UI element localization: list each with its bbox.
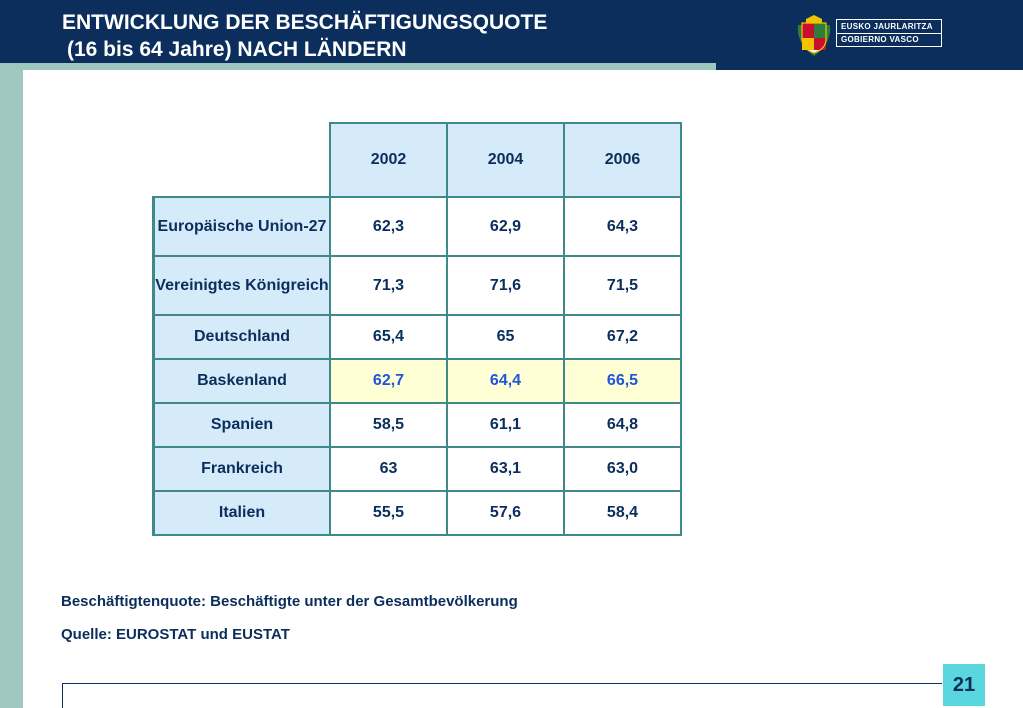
table-cell: 71,6: [446, 255, 565, 316]
country-label: Vereinigtes Königreich: [152, 255, 331, 316]
table-cell: 62,7: [329, 358, 448, 404]
table-cell: 63: [329, 446, 448, 492]
table-cell: 62,9: [446, 196, 565, 257]
logo-text-box: EUSKO JAURLARITZA GOBIERNO VASCO: [836, 19, 942, 47]
table-row: Frankreich 63 63,1 63,0: [152, 446, 682, 492]
table-row: Italien 55,5 57,6 58,4: [152, 490, 682, 536]
table-cell: 62,3: [329, 196, 448, 257]
table-cell: 65: [446, 314, 565, 360]
page-title: ENTWICKLUNG DER BESCHÄFTIGUNGSQUOTE (16 …: [62, 9, 547, 63]
table-cell: 55,5: [329, 490, 448, 536]
table-row: Vereinigtes Königreich 71,3 71,6 71,5: [152, 255, 682, 316]
year-header: 2004: [446, 122, 565, 198]
table-row: Deutschland 65,4 65 67,2: [152, 314, 682, 360]
table-row: Spanien 58,5 61,1 64,8: [152, 402, 682, 448]
definition-note: Beschäftigtenquote: Beschäftigte unter d…: [61, 593, 518, 610]
title-line-1: ENTWICKLUNG DER BESCHÄFTIGUNGSQUOTE: [62, 11, 548, 34]
table-cell: 66,5: [563, 358, 682, 404]
footer-divider: [62, 683, 942, 684]
header-bar: [0, 0, 1023, 70]
table-cell: 64,8: [563, 402, 682, 448]
logo-line-1: EUSKO JAURLARITZA: [841, 22, 933, 31]
year-header: 2002: [329, 122, 448, 198]
country-label: Spanien: [152, 402, 331, 448]
table-cell: 71,3: [329, 255, 448, 316]
table-corner-cell: [153, 123, 331, 198]
table-cell: 71,5: [563, 255, 682, 316]
table-row-highlighted: Baskenland 62,7 64,4 66,5: [152, 358, 682, 404]
table-row: Europäische Union-27 62,3 62,9 64,3: [152, 196, 682, 257]
country-label: Europäische Union-27: [152, 196, 331, 257]
table-cell: 58,5: [329, 402, 448, 448]
table-cell: 61,1: [446, 402, 565, 448]
table-cell: 63,1: [446, 446, 565, 492]
table-header-row: 2002 2004 2006: [153, 122, 682, 198]
footer-divider-tick: [62, 683, 63, 708]
header-accent-stripe: [0, 63, 716, 70]
table-cell: 64,4: [446, 358, 565, 404]
coat-of-arms-icon: [797, 15, 831, 56]
year-header: 2006: [563, 122, 682, 198]
table-cell: 67,2: [563, 314, 682, 360]
page-number: 21: [943, 664, 985, 706]
table-cell: 63,0: [563, 446, 682, 492]
source-note: Quelle: EUROSTAT und EUSTAT: [61, 626, 290, 643]
country-label: Frankreich: [152, 446, 331, 492]
left-accent-bar: [0, 70, 23, 708]
logo-line-2: GOBIERNO VASCO: [841, 35, 919, 44]
title-line-2: (16 bis 64 Jahre) NACH LÄNDERN: [67, 38, 407, 61]
table-cell: 57,6: [446, 490, 565, 536]
country-label: Deutschland: [152, 314, 331, 360]
table-cell: 64,3: [563, 196, 682, 257]
country-label: Italien: [152, 490, 331, 536]
country-label: Baskenland: [152, 358, 331, 404]
employment-rate-table: 2002 2004 2006 Europäische Union-27 62,3…: [152, 122, 682, 536]
table-cell: 65,4: [329, 314, 448, 360]
table-cell: 58,4: [563, 490, 682, 536]
logo-divider: [837, 33, 941, 34]
